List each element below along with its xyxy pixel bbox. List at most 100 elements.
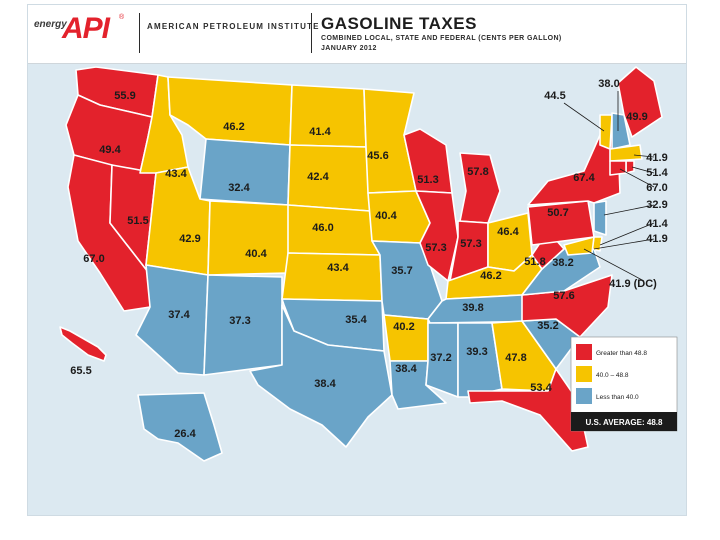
state-ct-shape	[609, 160, 627, 176]
state-wy-value: 32.4	[228, 182, 250, 194]
state-ks-value: 43.4	[327, 262, 349, 274]
state-fl-shape	[467, 368, 589, 452]
state-ky-value: 46.2	[480, 270, 501, 282]
state-wy-shape	[199, 138, 291, 206]
callout-ri-value: 51.4	[646, 167, 668, 179]
chart-subtitle: COMBINED LOCAL, STATE AND FEDERAL (CENTS…	[321, 35, 562, 42]
state-mt-shape	[167, 76, 293, 146]
state-hi-shape	[59, 326, 107, 362]
state-ne-shape	[287, 204, 381, 256]
state-sc-value: 35.2	[537, 320, 558, 332]
callout-vt-leader-line	[563, 102, 605, 132]
state-nv-value: 51.5	[127, 215, 148, 227]
state-la-value: 38.4	[395, 363, 417, 375]
state-va-value: 38.2	[552, 257, 573, 269]
legend-swatch-mid	[576, 366, 592, 382]
state-il-value: 57.3	[425, 242, 446, 254]
state-tx-shape	[249, 304, 393, 448]
state-ar-value: 40.2	[393, 321, 414, 333]
state-al-value: 39.3	[466, 346, 487, 358]
callout-de-value: 41.4	[646, 218, 668, 230]
legend-label-low: Less than 40.0	[596, 394, 639, 401]
callout-nh-value: 38.0	[598, 78, 619, 90]
state-vt-shape	[599, 114, 613, 150]
state-shapes	[59, 66, 663, 462]
callout-leader-lines	[563, 91, 655, 282]
callout-nj-value: 32.9	[646, 199, 667, 211]
legend-swatch-low	[576, 388, 592, 404]
state-co-value: 40.4	[245, 248, 267, 260]
callout-ct-leader-line	[619, 168, 655, 188]
state-nh-shape	[611, 112, 631, 150]
legend: Greater than 48.8 40.0 – 48.8 Less than 40…	[570, 336, 678, 432]
state-fl-value: 53.4	[530, 382, 552, 394]
callout-md-value: 41.9	[646, 233, 667, 245]
state-ut-shape	[145, 166, 211, 276]
state-ca-value: 67.0	[83, 253, 104, 265]
state-mo-value: 35.7	[391, 265, 412, 277]
state-il-shape	[415, 190, 459, 282]
chart-title: GASOLINE TAXES	[321, 14, 477, 33]
state-wi-value: 51.3	[417, 174, 438, 186]
state-ok-value: 35.4	[345, 314, 367, 326]
callout-ri-leader-line	[631, 166, 655, 174]
callout-md-leader-line	[593, 238, 655, 250]
state-ga-value: 47.8	[505, 352, 526, 364]
callout-de-leader-line	[599, 222, 655, 246]
callout-ct-value: 67.0	[646, 182, 667, 194]
callout-nj-leader-line	[603, 204, 655, 216]
chart-date: JANUARY 2012	[321, 45, 377, 52]
state-oh-value: 46.4	[497, 226, 519, 238]
organization-name: AMERICAN PETROLEUM INSTITUTE	[147, 22, 320, 31]
legend-label-high: Greater than 48.8	[596, 350, 647, 357]
state-ms-shape	[425, 322, 459, 398]
banner-divider	[139, 13, 140, 53]
state-in-value: 57.3	[460, 238, 481, 250]
callout-ma-value: 41.9	[646, 152, 667, 164]
us-average-label: U.S. AVERAGE: 48.8	[586, 418, 663, 427]
callout-dc-value: 41.9 (DC)	[609, 278, 657, 290]
callout-dc-leader-line	[583, 248, 645, 282]
state-nc-shape	[521, 274, 613, 338]
state-sd-shape	[287, 144, 371, 212]
state-wv-value: 51.8	[524, 256, 545, 268]
state-ny-value: 67.4	[573, 172, 595, 184]
state-hi-value: 65.5	[70, 365, 91, 377]
us-average-bar	[571, 412, 677, 431]
state-ms-value: 37.2	[430, 352, 451, 364]
state-tx-value: 38.4	[314, 378, 336, 390]
gasoline-tax-map-figure: energy API ® AMERICAN PETROLEUM INSTITUT…	[27, 4, 687, 516]
state-mt-value: 46.2	[223, 121, 244, 133]
logo-energy-text: energy	[34, 19, 67, 30]
state-mi-value: 57.8	[467, 166, 488, 178]
callout-ma-leader-line	[633, 154, 655, 158]
title-banner: energy API ® AMERICAN PETROLEUM INSTITUT…	[28, 5, 686, 64]
state-nc-value: 57.6	[553, 290, 574, 302]
legend-swatch-high	[576, 344, 592, 360]
banner-divider	[311, 13, 312, 53]
state-ak-value: 26.4	[174, 428, 196, 440]
state-ia-value: 40.4	[375, 210, 397, 222]
api-logo: API	[62, 12, 110, 45]
state-mi-shape	[459, 152, 501, 224]
legend-label-mid: 40.0 – 48.8	[596, 372, 629, 379]
state-wi-shape	[403, 128, 453, 194]
state-value-labels: 55.9 49.4 67.0 51.5 43.4 46.2 32.4 42.9 40.4 37.4…	[70, 78, 668, 440]
state-pa-value: 50.7	[547, 207, 568, 219]
state-me-value: 49.9	[626, 111, 647, 123]
state-tn-value: 39.8	[462, 302, 483, 314]
state-nj-shape	[593, 200, 607, 236]
state-ma-shape	[609, 144, 643, 162]
callout-vt-value: 44.5	[544, 90, 565, 102]
state-mn-value: 45.6	[367, 150, 388, 162]
state-wa-value: 55.9	[114, 90, 135, 102]
state-ak-shape	[137, 392, 223, 462]
registered-mark: ®	[119, 14, 125, 21]
state-sd-value: 42.4	[307, 171, 329, 183]
state-or-value: 49.4	[99, 144, 121, 156]
state-id-value: 43.4	[165, 168, 187, 180]
state-nm-value: 37.3	[229, 315, 250, 327]
state-az-value: 37.4	[168, 309, 190, 321]
us-map: 55.9 49.4 67.0 51.5 43.4 46.2 32.4 42.9 40.4 37.4…	[59, 66, 678, 462]
